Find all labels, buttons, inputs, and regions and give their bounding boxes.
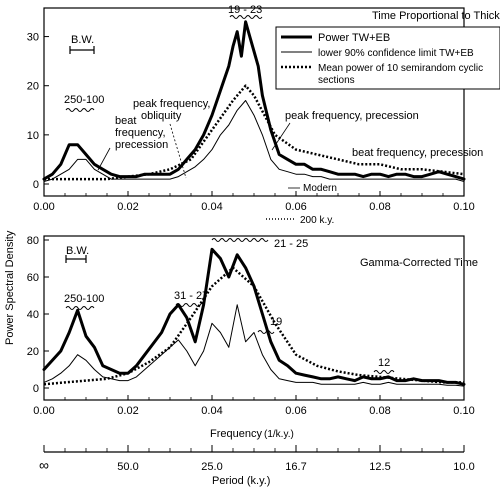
top-y-tick-label: 20 xyxy=(27,81,39,93)
top-x-tick-label: 0.00 xyxy=(33,201,54,213)
top-beat-prec-2: frequency, xyxy=(115,127,166,139)
legend-label-power: Power TW+EB xyxy=(318,32,390,44)
bottom-x-tick-label: 0.00 xyxy=(33,405,54,417)
top-y-tick-label: 0 xyxy=(33,179,39,191)
bottom-bw-bar xyxy=(65,255,87,263)
top-peak-prec-leader xyxy=(271,122,291,151)
bottom-x-tick-label: 0.04 xyxy=(201,405,222,417)
bottom-y-tick-label: 80 xyxy=(27,235,39,247)
bottom-band-21-25-wave xyxy=(211,238,269,242)
top-lower-limit-line xyxy=(43,100,465,182)
top-band-19-23: 19 - 23 xyxy=(228,4,262,16)
y-axis-label: Power Spectral Density xyxy=(4,230,16,345)
top-200ky-label: 200 k.y. xyxy=(300,215,334,226)
bottom-band-12-wave xyxy=(373,370,395,374)
top-bw-bar xyxy=(69,46,95,54)
bottom-x-tick-label: 0.08 xyxy=(369,405,390,417)
x-axis-label: Frequency xyxy=(210,428,262,440)
bottom-band-12: 12 xyxy=(378,357,390,369)
bottom-bw-label: B.W. xyxy=(66,245,89,257)
top-power-line xyxy=(42,20,466,181)
period-tick-label: 10.0 xyxy=(453,461,474,473)
bottom-panel: 0.00 0.02 0.04 0.06 0.08 0.10 0 20 40 60 80 Gamma-… xyxy=(27,235,478,417)
top-band-19-23-wave xyxy=(229,15,263,19)
bottom-y-tick-label: 60 xyxy=(27,272,39,284)
bottom-band-31-27-wave xyxy=(175,303,205,307)
period-axis: ∞ 50.0 25.0 16.7 12.5 10.0 Period (k.y.) xyxy=(39,445,475,487)
top-band-250-100-wave xyxy=(65,108,95,112)
bottom-band-19: 19 xyxy=(270,316,282,328)
bottom-power-line xyxy=(42,247,466,386)
top-panel: 0.00 0.02 0.04 0.06 0.08 0.10 0 10 20 30 Power TW… xyxy=(27,4,500,226)
top-beat-prec-3: precession xyxy=(115,139,168,151)
legend-label-mean-line2: sections xyxy=(318,75,355,86)
top-x-tick-label: 0.04 xyxy=(201,201,222,213)
bottom-title: Gamma-Corrected Time xyxy=(360,257,478,269)
period-tick-label: ∞ xyxy=(39,457,49,473)
top-y-tick-label: 10 xyxy=(27,130,39,142)
top-y-tick-label: 30 xyxy=(27,32,39,44)
bottom-x-tick-label: 0.10 xyxy=(453,405,474,417)
top-peak-obliq-2: obliquity xyxy=(141,110,182,122)
legend-label-mean: Mean power of 10 semirandom cyclic xyxy=(318,63,483,74)
bottom-lower-limit-line xyxy=(43,304,465,387)
top-beat-prec-1: beat xyxy=(115,115,136,127)
top-modern-label: Modern xyxy=(303,183,337,194)
top-x-tick-label: 0.10 xyxy=(453,201,474,213)
legend: Power TW+EB lower 90% confidence limit T… xyxy=(275,26,500,90)
bottom-band-19-wave xyxy=(257,330,275,334)
top-axes: 0.00 0.02 0.04 0.06 0.08 0.10 0 10 20 30 xyxy=(27,32,475,213)
top-title: Time Proportional to Thickness xyxy=(372,10,500,22)
bottom-y-tick-label: 40 xyxy=(27,309,39,321)
top-series xyxy=(42,20,466,182)
bottom-series xyxy=(42,247,466,387)
top-mean-power-line xyxy=(44,84,465,181)
top-x-tick-label: 0.06 xyxy=(285,201,306,213)
top-peak-obliq-1: peak frequency, xyxy=(133,98,210,110)
bottom-band-21-25: 21 - 25 xyxy=(274,238,308,250)
bottom-band-31-27: 31 - 27 xyxy=(174,290,208,302)
top-peak-prec: peak frequency, precession xyxy=(285,110,419,122)
top-x-tick-label: 0.02 xyxy=(117,201,138,213)
top-peak-obliq-leader xyxy=(169,123,187,179)
bottom-band-250-100-wave xyxy=(65,306,95,310)
top-beat-prec-right: beat frequency, precession xyxy=(352,147,483,159)
top-beat-prec-leader xyxy=(97,147,111,171)
x-axis-units: (1/k.y.) xyxy=(264,429,294,440)
legend-label-lower-limit: lower 90% confidence limit TW+EB xyxy=(318,48,474,59)
period-tick-label: 12.5 xyxy=(369,461,390,473)
legend-box xyxy=(275,26,500,90)
bottom-axes: 0.00 0.02 0.04 0.06 0.08 0.10 0 20 40 60 80 xyxy=(27,235,475,417)
bottom-y-tick-label: 0 xyxy=(33,383,39,395)
period-tick-label: 25.0 xyxy=(201,461,222,473)
top-band-250-100: 250-100 xyxy=(64,94,104,106)
top-x-tick-label: 0.08 xyxy=(369,201,390,213)
bottom-band-250-100: 250-100 xyxy=(64,293,104,305)
bottom-x-tick-label: 0.02 xyxy=(117,405,138,417)
period-tick-label: 16.7 xyxy=(285,461,306,473)
period-ticks: ∞ 50.0 25.0 16.7 12.5 10.0 xyxy=(39,445,475,473)
period-axis-label: Period (k.y.) xyxy=(212,475,270,487)
bottom-y-tick-label: 20 xyxy=(27,346,39,358)
period-tick-label: 50.0 xyxy=(117,461,138,473)
top-bw-label: B.W. xyxy=(71,34,94,46)
bottom-x-tick-label: 0.06 xyxy=(285,405,306,417)
